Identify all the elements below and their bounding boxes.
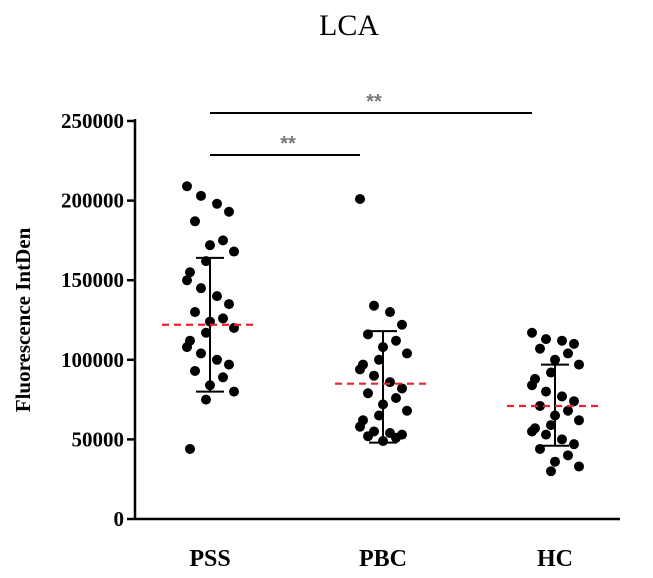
y-tick-label: 100000 xyxy=(61,348,124,372)
data-point xyxy=(229,386,239,397)
data-point xyxy=(224,206,234,217)
data-point xyxy=(196,190,206,201)
y-tick-label: 150000 xyxy=(61,268,124,292)
data-point xyxy=(190,365,200,376)
significance-label: ** xyxy=(280,133,296,155)
data-point xyxy=(355,421,365,432)
data-point xyxy=(190,307,200,318)
data-point xyxy=(218,235,228,246)
data-points xyxy=(182,181,584,477)
data-point xyxy=(201,394,211,405)
data-point xyxy=(374,354,384,365)
data-point xyxy=(574,415,584,426)
data-point xyxy=(546,367,556,378)
data-point xyxy=(535,343,545,354)
data-point xyxy=(535,400,545,411)
data-point xyxy=(550,456,560,467)
significance-brackets: ** ** xyxy=(210,91,532,156)
y-tick-label: 200000 xyxy=(61,189,124,213)
data-point xyxy=(182,275,192,286)
data-point xyxy=(205,240,215,251)
data-point xyxy=(355,194,365,205)
data-point xyxy=(182,342,192,353)
data-point xyxy=(385,307,395,318)
data-point xyxy=(563,348,573,359)
data-point xyxy=(569,338,579,349)
chart-title: LCA xyxy=(319,9,379,42)
data-point xyxy=(182,181,192,192)
data-point xyxy=(402,405,412,416)
data-point xyxy=(363,431,373,442)
data-point xyxy=(557,335,567,346)
x-category-label: PBC xyxy=(359,546,407,572)
data-point xyxy=(185,443,195,454)
data-point xyxy=(391,432,401,443)
x-categories: PSS PBC HC xyxy=(189,546,573,572)
data-point xyxy=(385,377,395,388)
data-point xyxy=(574,461,584,472)
data-point xyxy=(355,364,365,375)
data-point xyxy=(201,327,211,338)
data-point xyxy=(397,319,407,330)
data-point xyxy=(563,450,573,461)
data-point xyxy=(369,370,379,381)
data-point xyxy=(196,348,206,359)
data-point xyxy=(224,299,234,310)
significance-label: ** xyxy=(366,91,382,113)
data-point xyxy=(527,327,537,338)
data-point xyxy=(550,354,560,365)
data-point xyxy=(391,393,401,404)
y-axis-label: Fluorescence IntDen xyxy=(11,227,35,412)
data-point xyxy=(196,283,206,294)
summary-lines xyxy=(162,256,603,447)
data-point xyxy=(185,267,195,278)
data-point xyxy=(541,334,551,345)
data-point xyxy=(527,426,537,437)
data-point xyxy=(218,313,228,324)
y-ticks: 0 50000 100000 150000 200000 250000 xyxy=(61,109,135,531)
data-point xyxy=(546,420,556,431)
y-tick-label: 0 xyxy=(114,507,125,531)
data-point xyxy=(397,383,407,394)
data-point xyxy=(229,246,239,257)
data-point xyxy=(363,388,373,399)
data-point xyxy=(541,429,551,440)
x-category-label: HC xyxy=(537,546,573,572)
data-point xyxy=(402,348,412,359)
data-point xyxy=(212,198,222,209)
data-point xyxy=(563,405,573,416)
y-tick-label: 50000 xyxy=(72,427,125,451)
data-point xyxy=(374,410,384,421)
x-category-label: PSS xyxy=(189,546,230,572)
data-point xyxy=(574,359,584,370)
data-point xyxy=(569,396,579,407)
data-point xyxy=(369,300,379,311)
data-point xyxy=(557,434,567,445)
data-point xyxy=(546,466,556,477)
data-point xyxy=(224,359,234,370)
data-point xyxy=(527,380,537,391)
data-point xyxy=(557,391,567,402)
data-point xyxy=(391,335,401,346)
data-point xyxy=(212,354,222,365)
data-point xyxy=(218,372,228,383)
data-point xyxy=(212,291,222,302)
axes xyxy=(133,119,620,521)
y-tick-label: 250000 xyxy=(61,109,124,133)
data-point xyxy=(190,216,200,227)
data-point xyxy=(541,386,551,397)
data-point xyxy=(569,439,579,450)
